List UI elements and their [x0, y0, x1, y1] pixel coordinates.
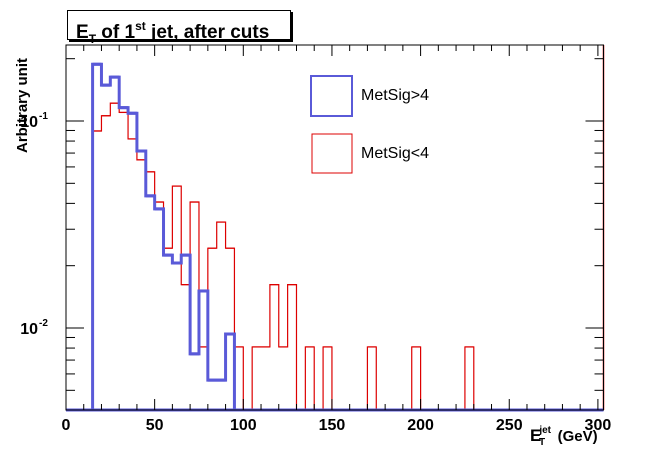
x-tick-label: 100	[230, 417, 257, 434]
x-tick-label: 150	[319, 417, 346, 434]
legend-label-0: MetSig>4	[361, 87, 430, 104]
xlabel-sub: T	[539, 437, 546, 448]
y-tick-exponent: -2	[39, 318, 48, 329]
title-sub: T	[88, 32, 97, 46]
x-tick-label: 300	[585, 417, 612, 434]
title-mid: of 1	[96, 22, 136, 43]
histogram-layer	[66, 45, 605, 412]
title-sup: st	[135, 19, 146, 33]
y-tick-exponent: -1	[39, 111, 48, 122]
x-tick-label: 200	[407, 417, 434, 434]
legend-label-1: MetSig<4	[361, 145, 430, 162]
xlabel-unit: (GeV)	[557, 428, 598, 445]
chart-title: ET of 1st jet, after cuts	[67, 10, 291, 46]
legend-swatch-metsig-lt4	[311, 133, 353, 174]
y-tick-label: 10	[20, 114, 38, 131]
y-axis-label: Arbitrary unit	[14, 57, 31, 153]
legend	[310, 75, 353, 174]
legend-swatch-metsig-gt4	[310, 75, 353, 117]
plot-frame	[65, 44, 604, 411]
x-tick-label: 0	[62, 417, 71, 434]
x-tick-label: 250	[496, 417, 523, 434]
xlabel-main: E	[530, 426, 542, 445]
xlabel-sup: jet	[539, 425, 552, 436]
y-tick-label: 10	[20, 321, 38, 338]
title-main: E	[76, 22, 89, 43]
x-axis-label: EjetT (GeV)	[530, 425, 598, 448]
x-tick-label: 50	[146, 417, 164, 434]
title-rest: jet, after cuts	[145, 22, 270, 43]
